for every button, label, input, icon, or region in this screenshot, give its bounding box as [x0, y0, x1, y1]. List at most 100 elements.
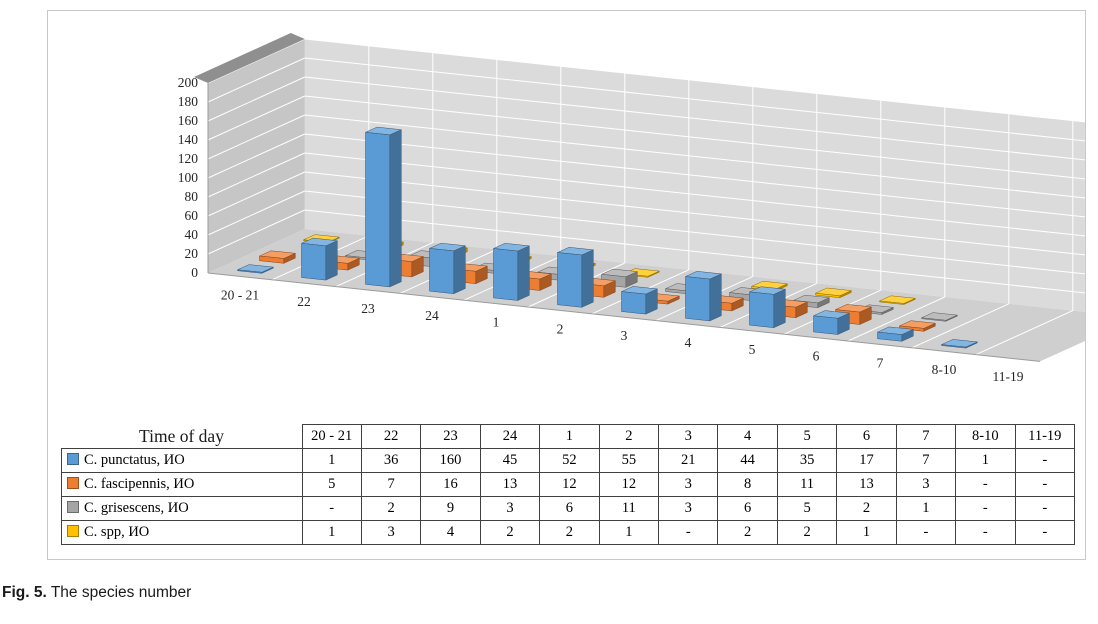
bar-front-0-0	[237, 269, 263, 274]
table-value-cell: 160	[420, 448, 481, 473]
bar-front-0-11	[941, 344, 967, 349]
category-axis-line	[207, 272, 1041, 362]
category-axis-label: 7	[877, 355, 884, 370]
figure-caption: Fig. 5. The species number	[2, 584, 191, 602]
bar-front-0-7	[685, 276, 711, 322]
table-value-cell: 13	[479, 472, 541, 497]
legend-key-swatch	[67, 525, 79, 537]
table-series-cell: C. spp, ИО	[61, 520, 303, 545]
series-name: C. punctatus, ИО	[84, 452, 185, 468]
left-wall-gridline	[207, 95, 306, 141]
bar-front-1-10	[899, 325, 925, 332]
table-value-cell: 2	[539, 520, 600, 545]
table-value-cell: 3	[658, 496, 719, 521]
wall-cap	[194, 33, 305, 83]
back-wall-gridline	[304, 76, 1085, 161]
table-header-time-of-day: Time of day	[61, 424, 303, 449]
table-value-cell: 1	[301, 520, 362, 545]
table-value-cell: 2	[479, 520, 541, 545]
table-value-cell: -	[301, 496, 362, 521]
category-axis-label: 3	[621, 328, 628, 343]
bar-front-0-2	[365, 132, 391, 288]
legend-key-swatch	[67, 501, 79, 513]
table-series-cell: C. fascipennis, ИО	[61, 472, 303, 497]
bar-side-0-2	[389, 129, 402, 288]
table-value-cell: 2	[717, 520, 778, 545]
category-axis-label: 11-19	[993, 369, 1024, 384]
table-col-header: 8-10	[955, 424, 1016, 449]
table-value-cell: 1	[895, 496, 957, 521]
back-wall-gridline	[304, 209, 1085, 294]
table-value-cell: 4	[420, 520, 481, 545]
back-wall-gridline	[304, 133, 1085, 218]
value-axis-label: 160	[178, 113, 199, 128]
legend-key-swatch	[67, 477, 79, 489]
bar-front-3-8	[815, 292, 841, 298]
table-series-cell: C. grisescens, ИО	[61, 496, 303, 521]
table-value-cell: 35	[776, 448, 838, 473]
table-col-header: 5	[776, 424, 838, 449]
table-value-cell: -	[955, 496, 1016, 521]
table-value-cell: 16	[420, 472, 481, 497]
bar-front-0-8	[749, 291, 775, 328]
series-name: C. grisescens, ИО	[84, 500, 189, 516]
bar-front-0-4	[493, 248, 519, 301]
left-wall-gridline	[207, 76, 306, 122]
table-value-cell: 3	[658, 472, 719, 497]
table-value-cell: 7	[360, 472, 422, 497]
bar-side-0-5	[581, 249, 594, 308]
table-value-cell: -	[1014, 472, 1076, 497]
series-name: C. fascipennis, ИО	[84, 476, 195, 492]
bar-side-0-8	[773, 288, 786, 329]
table-col-header: 3	[658, 424, 719, 449]
floor-vline	[975, 310, 1074, 356]
left-wall-gridline	[207, 57, 306, 103]
bar-front-0-10	[877, 331, 903, 342]
value-axis-label: 40	[185, 227, 199, 242]
bar-front-0-9	[813, 315, 839, 335]
table-value-cell: -	[895, 520, 957, 545]
left-wall-gridline	[207, 152, 306, 198]
category-axis-label: 8-10	[932, 362, 957, 377]
table-value-cell: -	[955, 520, 1016, 545]
table-value-cell: 12	[598, 472, 660, 497]
table-value-cell: -	[658, 520, 719, 545]
table-value-cell: 45	[479, 448, 541, 473]
table-value-cell: -	[1014, 496, 1076, 521]
table-value-cell: 2	[360, 496, 422, 521]
category-axis-label: 5	[749, 342, 756, 357]
table-value-cell: 2	[836, 496, 897, 521]
left-wall-gridline	[207, 190, 306, 236]
table-col-header: 11-19	[1014, 424, 1076, 449]
category-axis-label: 1	[493, 315, 500, 330]
table-value-cell: 3	[895, 472, 957, 497]
bar-front-3-9	[879, 300, 905, 305]
table-col-header: 24	[479, 424, 541, 449]
table-value-cell: 7	[895, 448, 957, 473]
table-value-cell: 1	[598, 520, 660, 545]
category-axis-label: 24	[425, 308, 439, 323]
table-value-cell: -	[1014, 448, 1076, 473]
left-wall-gridline	[207, 209, 306, 255]
table-col-header: 7	[895, 424, 957, 449]
back-wall-gridline	[304, 57, 1085, 142]
chart-data-table: Time of day 20 - 21 22 23 24 1 2 3 4 5 6 7 8-10 11-19…	[61, 424, 1076, 545]
value-axis-label: 180	[178, 94, 199, 109]
left-wall-gridline	[207, 171, 306, 217]
category-axis-label: 23	[361, 301, 375, 316]
bar-front-0-3	[429, 248, 455, 294]
table-value-cell: 36	[360, 448, 422, 473]
back-wall-gridline	[304, 38, 1085, 123]
table-value-cell: 55	[598, 448, 660, 473]
value-axis-label: 100	[178, 170, 199, 185]
table-value-cell: -	[955, 472, 1016, 497]
table-value-cell: 1	[955, 448, 1016, 473]
table-col-header: 22	[360, 424, 422, 449]
table-row: C. spp, ИО 1 3 4 2 2 1-2 2 1- - -	[61, 520, 1076, 545]
back-wall-gridline	[304, 114, 1085, 199]
table-row: C. punctatus, ИО 1 36 160 45 52 55 21 44 35 17 7 1-	[61, 448, 1076, 473]
table-header-row: Time of day 20 - 21 22 23 24 1 2 3 4 5 6 7 8-10 11-19	[61, 424, 1076, 449]
category-axis-label: 4	[685, 335, 692, 350]
table-col-header: 20 - 21	[301, 424, 362, 449]
